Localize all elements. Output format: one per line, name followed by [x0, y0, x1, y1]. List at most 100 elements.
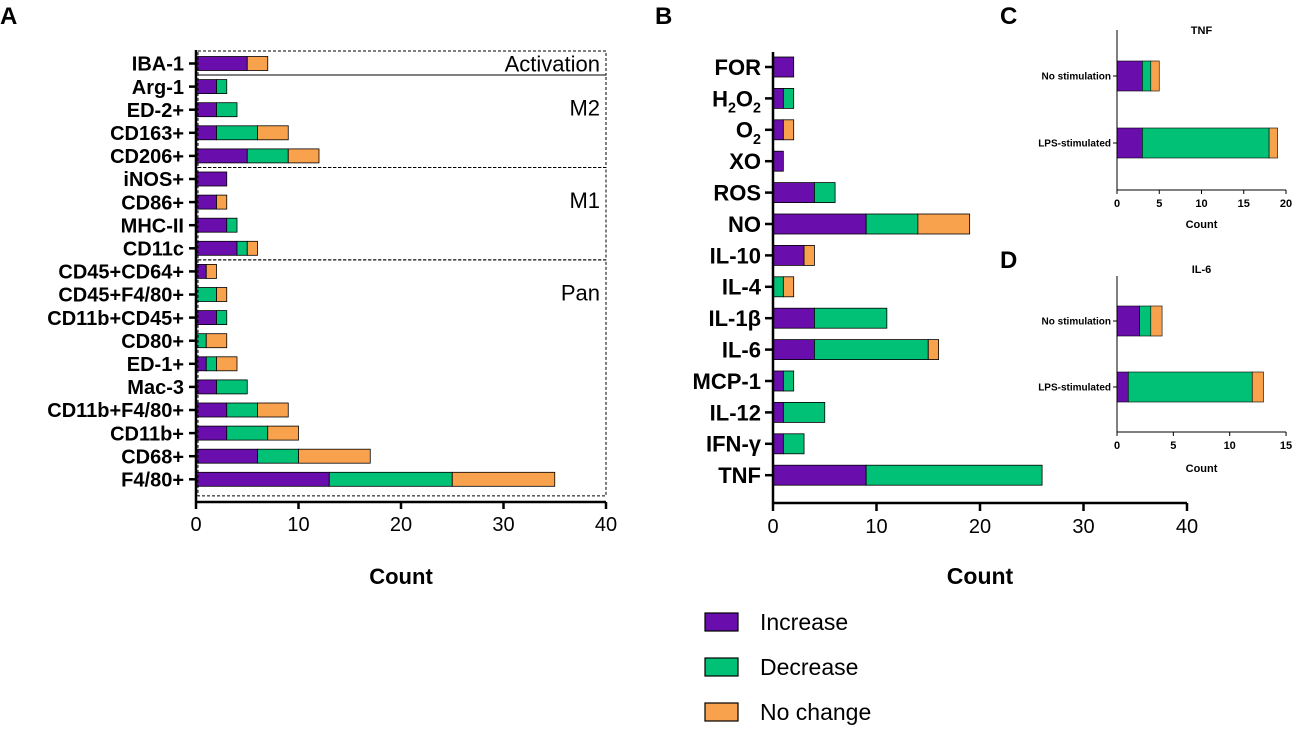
- bar-decrease: [328, 471, 453, 487]
- legend-swatch-no_change: [704, 702, 739, 722]
- panel-letter-b: B: [655, 3, 672, 30]
- x-tick-label: 5: [1156, 198, 1162, 210]
- bar-increase: [195, 171, 228, 187]
- legend-label-no_change: No change: [760, 699, 871, 725]
- category-label: ROS: [713, 181, 761, 206]
- bar-decrease: [216, 79, 228, 94]
- bar-decrease: [772, 276, 784, 298]
- chart-title: IL-6: [1192, 264, 1212, 276]
- bar-no_change: [216, 194, 228, 210]
- category-label: CD45+CD64+: [58, 262, 184, 284]
- x-tick-label: 0: [767, 516, 778, 538]
- bar-no_change: [216, 287, 228, 302]
- x-tick-label: 15: [1238, 198, 1250, 210]
- panel-letter-a: A: [0, 3, 17, 30]
- panel-letter-c: C: [1000, 3, 1017, 30]
- bar-increase: [772, 464, 867, 486]
- category-label: IL-4: [722, 275, 762, 300]
- bar-increase: [195, 310, 217, 326]
- x-axis-title: Count: [1186, 219, 1218, 231]
- bar-decrease: [216, 102, 238, 118]
- x-axis-title: Count: [369, 564, 433, 589]
- category-label: CD11c: [123, 239, 184, 261]
- panel-letter-d: D: [1000, 247, 1017, 274]
- category-label: LPS-stimulated: [1038, 139, 1111, 150]
- bar-no_change: [246, 56, 269, 71]
- bar-increase: [772, 433, 784, 455]
- category-label: ED-1+: [127, 354, 184, 376]
- category-label: ED-2+: [127, 100, 184, 122]
- bar-increase: [1116, 60, 1143, 92]
- bar-decrease: [782, 88, 795, 109]
- category-label: TNF: [718, 463, 761, 488]
- bar-increase: [1116, 127, 1143, 159]
- bar-increase: [195, 425, 228, 441]
- x-tick-label: 5: [1170, 440, 1176, 452]
- panel-d-chart: No stimulation LPS-stimulated 0 5 10 15 Count I…: [1038, 264, 1292, 475]
- group-label: M2: [569, 96, 600, 121]
- bar-increase: [195, 471, 330, 487]
- x-tick-label: 0: [1114, 198, 1120, 210]
- bar-increase: [772, 244, 805, 266]
- category-label: O2: [736, 118, 761, 148]
- bar-decrease: [226, 425, 269, 441]
- bar-decrease: [1127, 371, 1253, 403]
- x-tick-label: 10: [865, 516, 887, 538]
- bar-increase: [195, 125, 217, 141]
- category-label: CD11b+CD45+: [47, 308, 184, 330]
- bar-no_change: [298, 448, 371, 464]
- bar-no_change: [1268, 127, 1278, 159]
- bar-increase: [772, 56, 795, 78]
- category-label: CD80+: [121, 331, 184, 353]
- bar-no_change: [205, 263, 217, 279]
- category-label: CD11b+F4/80+: [47, 400, 184, 422]
- x-tick-label: 0: [190, 514, 201, 536]
- bar-no_change: [1150, 305, 1163, 337]
- x-tick-label: 30: [492, 514, 514, 536]
- bar-no_change: [927, 339, 940, 361]
- bar-decrease: [195, 287, 217, 302]
- x-tick-label: 20: [969, 516, 991, 538]
- category-label: No stimulation: [1042, 317, 1111, 328]
- x-tick-label: 30: [1072, 516, 1094, 538]
- bar-decrease: [1139, 305, 1152, 337]
- bar-increase: [772, 119, 784, 141]
- bar-decrease: [814, 182, 836, 204]
- bar-decrease: [216, 379, 248, 395]
- bar-increase: [195, 194, 217, 210]
- bar-increase: [195, 240, 238, 256]
- bar-increase: [1116, 371, 1129, 403]
- category-label: XO: [729, 149, 761, 174]
- bar-decrease: [865, 213, 919, 235]
- category-label: FOR: [715, 55, 762, 80]
- legend: Increase Decrease No change: [704, 609, 871, 725]
- bar-increase: [195, 102, 217, 118]
- category-label: IFN-γ: [706, 432, 762, 457]
- category-label: No stimulation: [1042, 72, 1111, 83]
- group-box: [197, 166, 607, 261]
- bar-decrease: [782, 370, 795, 392]
- bar-decrease: [782, 433, 805, 455]
- category-label: IL-1β: [708, 306, 761, 331]
- bar-increase: [772, 213, 867, 235]
- category-label: Arg-1: [132, 77, 184, 99]
- bar-no_change: [1150, 60, 1160, 92]
- x-tick-label: 40: [1176, 516, 1198, 538]
- bar-increase: [772, 339, 815, 361]
- category-label: CD68+: [121, 446, 184, 468]
- x-tick-label: 15: [1280, 440, 1292, 452]
- bar-no_change: [216, 356, 238, 372]
- bar-increase: [1116, 305, 1140, 337]
- bar-no_change: [246, 240, 258, 256]
- bar-no_change: [205, 333, 228, 349]
- category-label: IBA-1: [132, 54, 184, 76]
- bar-no_change: [803, 244, 815, 266]
- bar-increase: [195, 148, 248, 164]
- bar-no_change: [267, 425, 299, 441]
- x-tick-label: 10: [1224, 440, 1236, 452]
- bar-decrease: [814, 339, 929, 361]
- bar-decrease: [1142, 60, 1152, 92]
- group-label: M1: [569, 188, 600, 213]
